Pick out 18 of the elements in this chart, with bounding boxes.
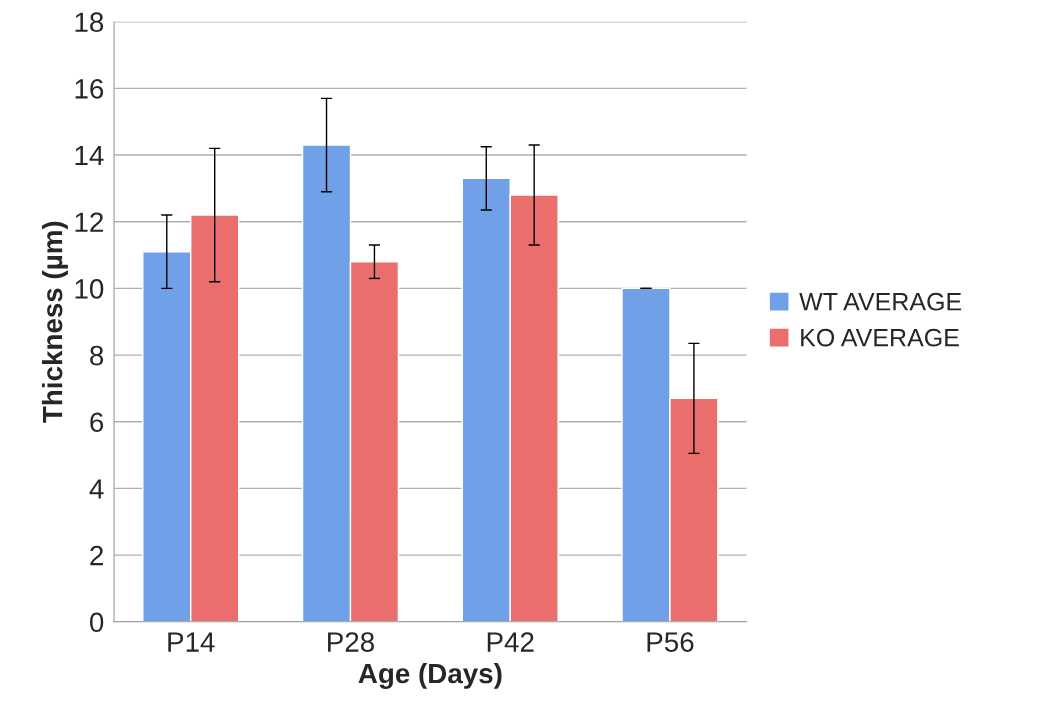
- y-axis-title: Thickness (µm): [41, 221, 68, 423]
- y-tick-label: 6: [90, 412, 104, 433]
- legend-label: WT AVERAGE: [799, 292, 962, 311]
- x-tick-label: P14: [168, 632, 215, 652]
- x-tick-label: P42: [487, 632, 534, 652]
- x-tick-label: P28: [328, 632, 374, 652]
- y-tick-label: 2: [90, 545, 103, 566]
- x-tick-label: P56: [647, 632, 694, 652]
- y-tick-label: 12: [75, 212, 103, 232]
- x-axis-title: Age (Days): [358, 662, 502, 689]
- y-tick-label: 4: [89, 479, 104, 499]
- legend-label: KO AVERAGE: [801, 328, 959, 347]
- y-tick-label: 18: [75, 12, 104, 33]
- y-tick-label: 10: [75, 279, 104, 299]
- y-tick-label: 16: [75, 79, 104, 99]
- y-tick-label: 14: [75, 146, 104, 166]
- y-tick-label: 0: [89, 612, 104, 633]
- y-tick-label: 8: [90, 345, 104, 366]
